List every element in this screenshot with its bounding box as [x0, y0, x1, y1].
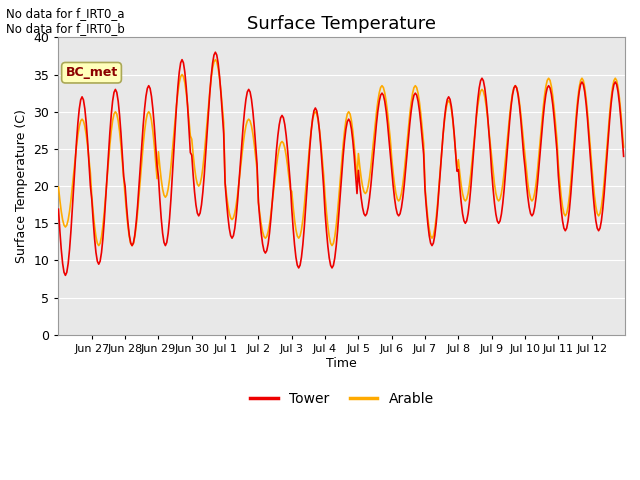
Text: No data for f_IRT0_b: No data for f_IRT0_b	[6, 22, 125, 35]
Text: BC_met: BC_met	[65, 66, 118, 79]
Y-axis label: Surface Temperature (C): Surface Temperature (C)	[15, 109, 28, 263]
X-axis label: Time: Time	[326, 357, 357, 370]
Text: No data for f_IRT0_a: No data for f_IRT0_a	[6, 7, 125, 20]
Legend: Tower, Arable: Tower, Arable	[244, 386, 439, 411]
Title: Surface Temperature: Surface Temperature	[247, 15, 436, 33]
